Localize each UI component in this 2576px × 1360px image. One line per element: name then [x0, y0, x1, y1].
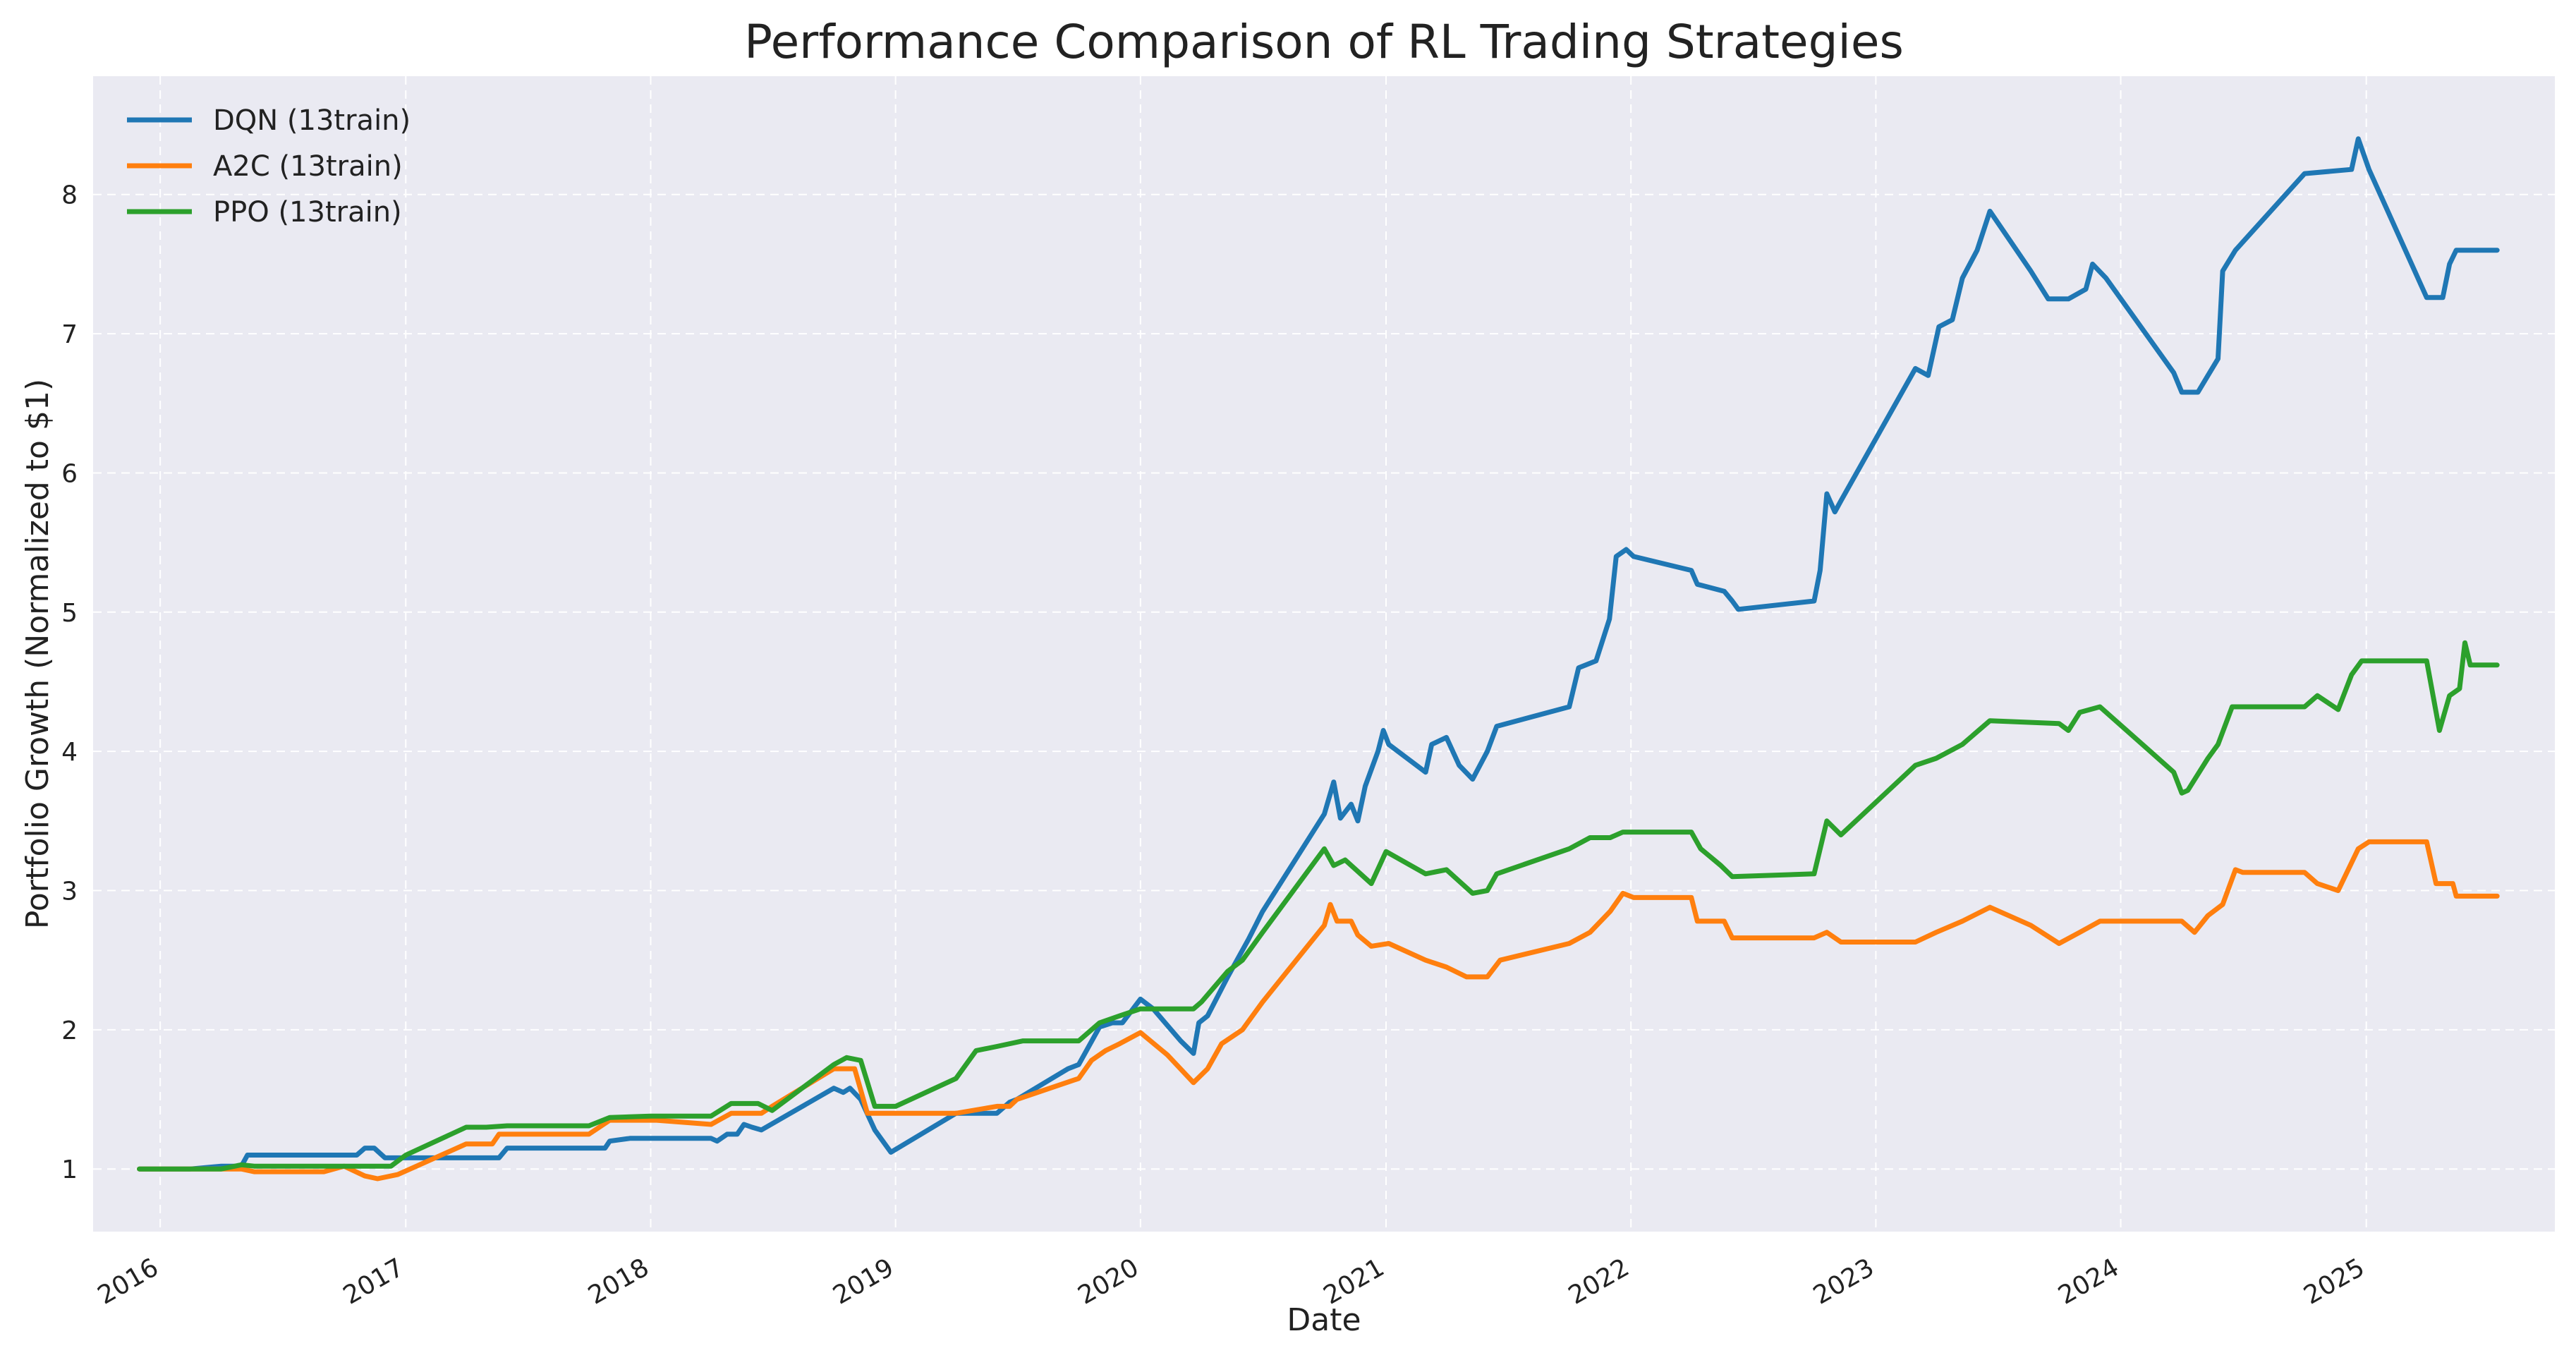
- y-tick-label: 5: [61, 599, 78, 628]
- x-tick-label: 2016: [93, 1253, 164, 1310]
- x-tick-label: 2017: [339, 1253, 409, 1310]
- x-tick-label: 2025: [2299, 1253, 2369, 1310]
- x-tick-label: 2022: [1564, 1253, 1634, 1310]
- x-tick-label: 2018: [583, 1253, 654, 1310]
- y-tick-label: 7: [61, 320, 78, 349]
- y-tick-label: 6: [61, 459, 78, 488]
- grid-lines: [93, 76, 2555, 1232]
- x-tick-label: 2019: [828, 1253, 899, 1310]
- y-tick-label: 8: [61, 181, 78, 210]
- legend-label: DQN (13train): [213, 104, 411, 137]
- legend-label: PPO (13train): [213, 196, 402, 229]
- y-axis-label: Portfolio Growth (Normalized to $1): [20, 379, 56, 929]
- series-line-ppo: [137, 640, 2500, 1172]
- plot-background: [93, 76, 2555, 1232]
- x-tick-label: 2023: [1809, 1253, 1879, 1310]
- y-tick-label: 2: [61, 1016, 78, 1045]
- chart-title: Performance Comparison of RL Trading Str…: [744, 15, 1904, 69]
- y-tick-label: 4: [61, 738, 78, 767]
- x-tick-label: 2024: [2053, 1253, 2124, 1310]
- x-tick-label: 2020: [1073, 1253, 1143, 1310]
- y-tick-label: 1: [61, 1155, 78, 1184]
- legend: DQN (13train) A2C (13train) PPO (13train): [127, 104, 411, 229]
- x-axis-label: Date: [1287, 1302, 1361, 1338]
- series-line-a2c: [137, 839, 2500, 1182]
- legend-label: A2C (13train): [213, 150, 403, 183]
- series-layer: [137, 136, 2500, 1182]
- y-tick-label: 3: [61, 877, 78, 906]
- series-line-dqn: [137, 136, 2500, 1172]
